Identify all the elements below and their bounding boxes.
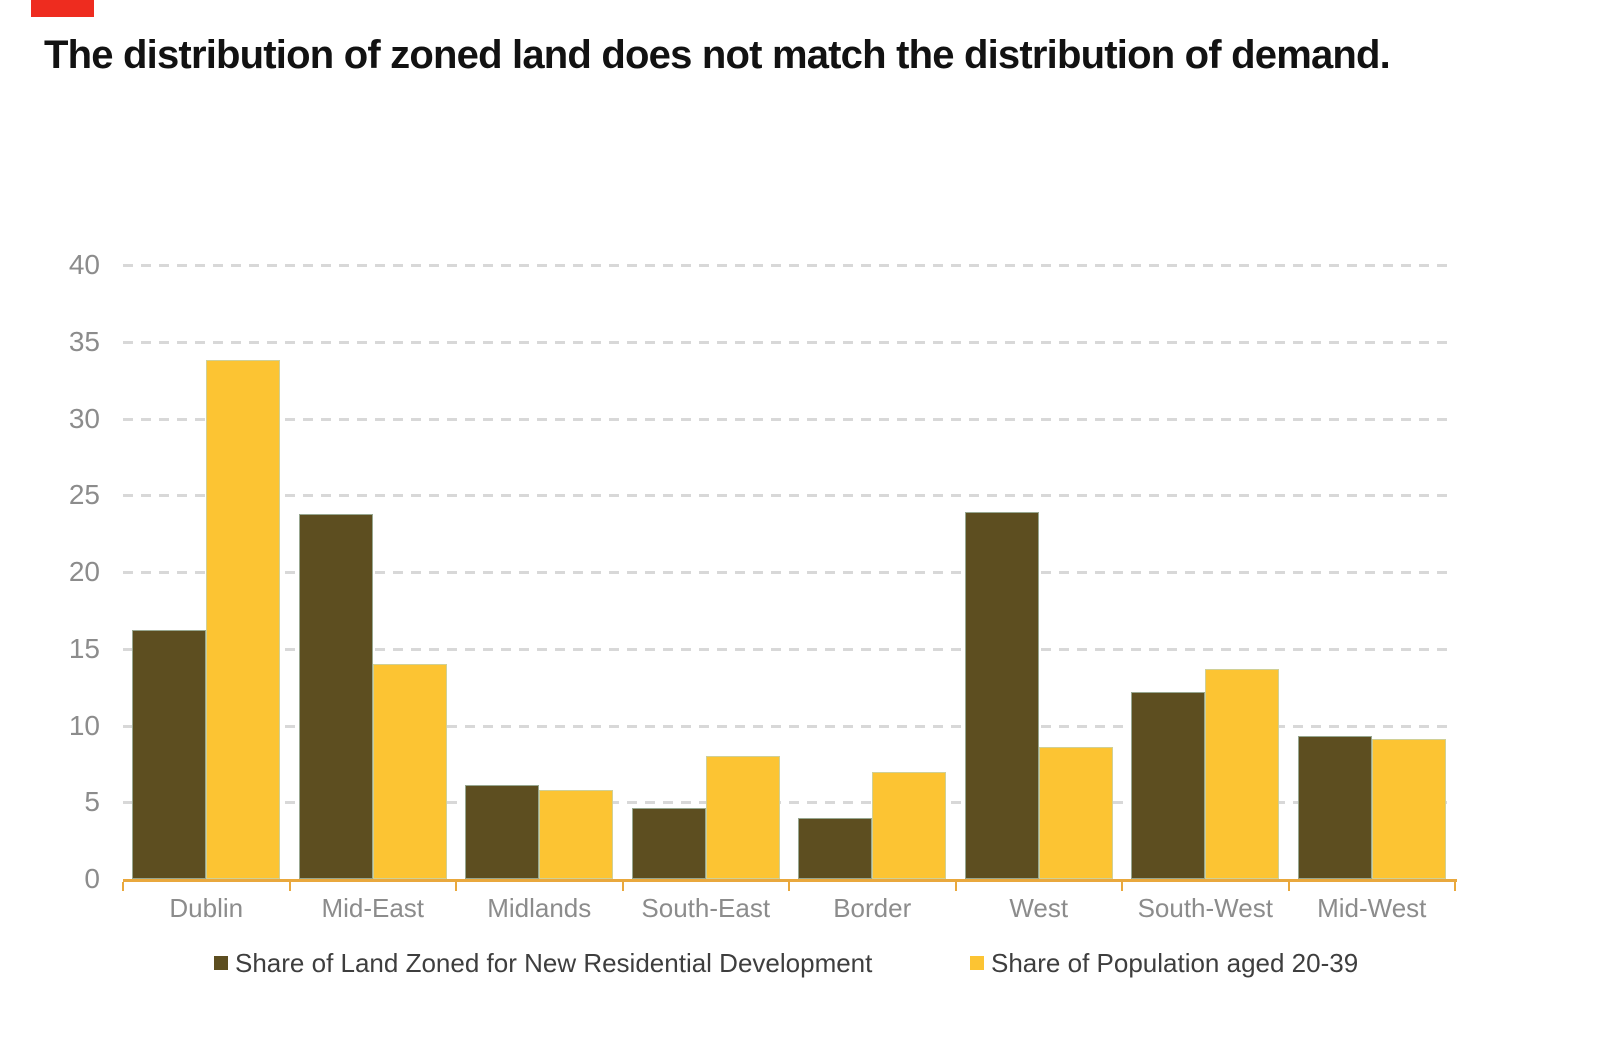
x-axis-tick-1 bbox=[288, 882, 291, 891]
legend-item-zoned-land: Share of Land Zoned for New Residential … bbox=[214, 948, 872, 978]
x-axis-tick-3 bbox=[621, 882, 624, 891]
bar-border-population bbox=[872, 771, 947, 879]
gridline-10 bbox=[123, 724, 1455, 728]
legend-swatch-population bbox=[970, 956, 984, 970]
x-axis-label-west: West bbox=[1009, 893, 1069, 923]
y-axis-label-20: 20 bbox=[68, 556, 100, 587]
legend-label-population: Share of Population aged 20-39 bbox=[991, 948, 1359, 978]
gridline-40 bbox=[123, 264, 1455, 267]
x-axis-tick-5 bbox=[954, 882, 957, 891]
bar-dublin-zoned-land bbox=[132, 630, 207, 879]
chart-title: The distribution of zoned land does not … bbox=[44, 33, 1391, 77]
bar-south-east-population bbox=[705, 756, 780, 879]
x-axis-tick-0 bbox=[122, 882, 124, 891]
bar-mid-west-population bbox=[1371, 739, 1446, 879]
x-axis-label-midlands: Midlands bbox=[487, 893, 592, 923]
y-axis-label-0: 0 bbox=[84, 863, 100, 894]
y-axis-label-10: 10 bbox=[68, 709, 100, 741]
x-axis-tick-7 bbox=[1287, 882, 1290, 891]
red-marker bbox=[31, 0, 94, 17]
bar-south-west-zoned-land bbox=[1131, 691, 1206, 879]
bar-dublin-population bbox=[206, 360, 281, 879]
y-axis-label-40: 40 bbox=[68, 249, 100, 280]
bar-west-population bbox=[1038, 746, 1113, 879]
gridline-25 bbox=[123, 494, 1455, 498]
x-axis-label-south-east: South-East bbox=[641, 893, 771, 923]
y-axis-label-15: 15 bbox=[68, 632, 100, 664]
bar-midlands-population bbox=[539, 789, 614, 879]
y-axis-label-5: 5 bbox=[84, 786, 100, 818]
y-axis-label-25: 25 bbox=[68, 479, 100, 511]
bar-mid-east-zoned-land bbox=[298, 513, 373, 879]
gridline-35 bbox=[123, 340, 1455, 344]
x-axis-label-mid-east: Mid-East bbox=[321, 893, 425, 923]
bar-border-zoned-land bbox=[798, 817, 873, 879]
bar-mid-west-zoned-land bbox=[1297, 736, 1372, 879]
x-axis-tick-8 bbox=[1454, 882, 1456, 891]
y-axis-label-30: 30 bbox=[68, 402, 100, 434]
bar-south-east-zoned-land bbox=[631, 808, 706, 879]
bar-west-zoned-land bbox=[964, 512, 1039, 879]
legend-label-zoned-land: Share of Land Zoned for New Residential … bbox=[235, 948, 873, 978]
bar-midlands-zoned-land bbox=[465, 785, 540, 879]
gridline-20 bbox=[123, 571, 1455, 574]
x-axis-tick-2 bbox=[455, 882, 457, 891]
gridline-5 bbox=[123, 801, 1455, 805]
legend-item-population: Share of Population aged 20-39 bbox=[970, 948, 1358, 978]
x-axis-tick-4 bbox=[788, 882, 790, 891]
bar-south-west-population bbox=[1205, 668, 1280, 879]
gridline-30 bbox=[123, 417, 1455, 421]
x-axis-label-border: Border bbox=[833, 893, 912, 923]
y-axis-label-35: 35 bbox=[68, 325, 100, 357]
bar-mid-east-population bbox=[372, 664, 447, 879]
legend-swatch-zoned-land bbox=[214, 956, 228, 970]
x-axis-label-south-west: South-West bbox=[1137, 893, 1273, 923]
x-axis-label-mid-west: Mid-West bbox=[1317, 893, 1427, 923]
x-axis-tick-6 bbox=[1121, 882, 1123, 891]
gridline-15 bbox=[123, 647, 1455, 651]
x-axis-line bbox=[123, 879, 1457, 882]
x-axis-label-dublin: Dublin bbox=[169, 893, 244, 923]
